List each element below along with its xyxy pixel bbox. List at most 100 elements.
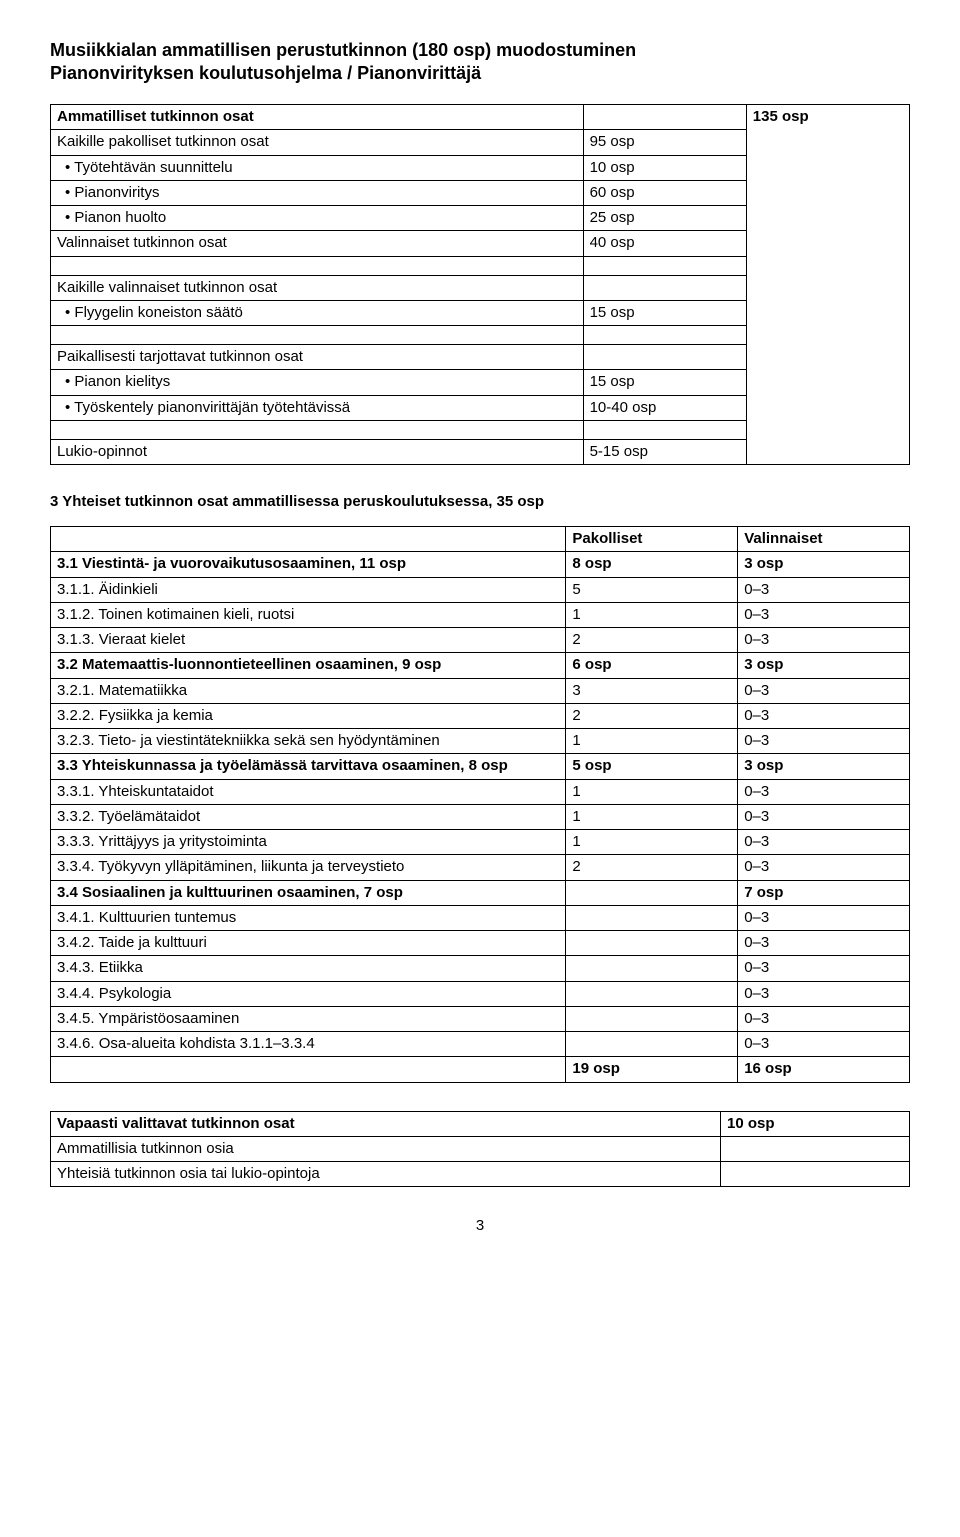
table-yhteiset: Pakolliset Valinnaiset 3.1 Viestintä- ja… <box>50 526 910 1083</box>
cell-value: 0–3 <box>738 678 910 703</box>
cell-value: 10 osp <box>583 155 746 180</box>
cell-label: 3.4 Sosiaalinen ja kulttuurinen osaamine… <box>51 880 566 905</box>
cell-value: 15 osp <box>583 370 746 395</box>
table-row: Ammatilliset tutkinnon osat 135 osp <box>51 105 910 130</box>
cell-value: 1 <box>566 729 738 754</box>
cell <box>51 326 584 345</box>
page-title-main: Musiikkialan ammatillisen perustutkinnon… <box>50 40 910 61</box>
cell-label: Flyygelin koneiston säätö <box>51 300 584 325</box>
table-row: 3.2.1. Matematiikka30–3 <box>51 678 910 703</box>
cell <box>51 527 566 552</box>
cell-label: 3.2.3. Tieto- ja viestintätekniikka sekä… <box>51 729 566 754</box>
cell-label: Yhteisiä tutkinnon osia tai lukio-opinto… <box>51 1162 721 1187</box>
cell-value: 0–3 <box>738 905 910 930</box>
cell-label: Kaikille pakolliset tutkinnon osat <box>51 130 584 155</box>
cell-label: 3.4.4. Psykologia <box>51 981 566 1006</box>
table-row: 3.1.3. Vieraat kielet20–3 <box>51 628 910 653</box>
table-row: 3.1 Viestintä- ja vuorovaikutusosaaminen… <box>51 552 910 577</box>
table-row: 3.2.2. Fysiikka ja kemia20–3 <box>51 703 910 728</box>
cell-value: 3 osp <box>738 754 910 779</box>
column-header: Pakolliset <box>566 527 738 552</box>
table-row: 3.1.1. Äidinkieli50–3 <box>51 577 910 602</box>
cell-value: 16 osp <box>738 1057 910 1082</box>
table-row: 3.2 Matemaattis-luonnontieteellinen osaa… <box>51 653 910 678</box>
cell-value: 1 <box>566 602 738 627</box>
cell <box>583 420 746 439</box>
cell-value: 8 osp <box>566 552 738 577</box>
cell-label: Pianon huolto <box>51 206 584 231</box>
cell-value: 60 osp <box>583 180 746 205</box>
cell <box>583 275 746 300</box>
cell-label: Pianonviritys <box>51 180 584 205</box>
section-heading: 3 Yhteiset tutkinnon osat ammatillisessa… <box>50 493 910 510</box>
cell-value: 0–3 <box>738 729 910 754</box>
cell-value: 0–3 <box>738 830 910 855</box>
column-header: Valinnaiset <box>738 527 910 552</box>
cell-label: 3.4.3. Etiikka <box>51 956 566 981</box>
table-row: 3.1.2. Toinen kotimainen kieli, ruotsi10… <box>51 602 910 627</box>
cell-value: 5-15 osp <box>583 439 746 464</box>
table-row: 3.4.1. Kulttuurien tuntemus 0–3 <box>51 905 910 930</box>
cell-label: 3.1.2. Toinen kotimainen kieli, ruotsi <box>51 602 566 627</box>
cell <box>583 326 746 345</box>
cell-value: 0–3 <box>738 855 910 880</box>
table-row: 3.3.2. Työelämätaidot10–3 <box>51 804 910 829</box>
cell-label: 3.4.5. Ympäristöosaaminen <box>51 1006 566 1031</box>
table-row: Ammatillisia tutkinnon osia <box>51 1136 910 1161</box>
cell <box>566 1032 738 1057</box>
cell-value: 10 osp <box>721 1111 910 1136</box>
cell-value: 5 osp <box>566 754 738 779</box>
cell-label: 3.3.4. Työkyvyn ylläpitäminen, liikunta … <box>51 855 566 880</box>
table-row: 3.3.1. Yhteiskuntataidot10–3 <box>51 779 910 804</box>
table-row: 3.4.6. Osa-alueita kohdista 3.1.1–3.3.40… <box>51 1032 910 1057</box>
cell-value: 3 osp <box>738 552 910 577</box>
cell <box>583 256 746 275</box>
cell-value: 10-40 osp <box>583 395 746 420</box>
cell-value: 0–3 <box>738 628 910 653</box>
table-row: 3.3 Yhteiskunnassa ja työelämässä tarvit… <box>51 754 910 779</box>
cell-value: 2 <box>566 628 738 653</box>
cell <box>721 1136 910 1161</box>
cell-value: 6 osp <box>566 653 738 678</box>
table-row: 19 osp 16 osp <box>51 1057 910 1082</box>
cell-value: 1 <box>566 804 738 829</box>
cell-value: 25 osp <box>583 206 746 231</box>
cell-value: 7 osp <box>738 880 910 905</box>
cell-label: 3.2 Matemaattis-luonnontieteellinen osaa… <box>51 653 566 678</box>
cell <box>51 256 584 275</box>
cell <box>51 420 584 439</box>
cell <box>583 105 746 130</box>
cell-value: 0–3 <box>738 1032 910 1057</box>
table-row: 3.4.4. Psykologia0–3 <box>51 981 910 1006</box>
page-title-sub: Pianonvirityksen koulutusohjelma / Piano… <box>50 63 910 84</box>
cell-label: Ammatillisia tutkinnon osia <box>51 1136 721 1161</box>
table-row: 3.4.2. Taide ja kulttuuri0–3 <box>51 931 910 956</box>
cell-label: 3.1.1. Äidinkieli <box>51 577 566 602</box>
cell-value: 0–3 <box>738 602 910 627</box>
cell-value: 2 <box>566 855 738 880</box>
cell-value: 19 osp <box>566 1057 738 1082</box>
cell <box>566 1006 738 1031</box>
cell-value: 0–3 <box>738 779 910 804</box>
cell-label: Työskentely pianonvirittäjän työtehtävis… <box>51 395 584 420</box>
cell <box>51 1057 566 1082</box>
cell-value: 15 osp <box>583 300 746 325</box>
cell-value: 135 osp <box>746 105 909 465</box>
cell-label: 3.3 Yhteiskunnassa ja työelämässä tarvit… <box>51 754 566 779</box>
cell-label: 3.1 Viestintä- ja vuorovaikutusosaaminen… <box>51 552 566 577</box>
cell-value: 1 <box>566 830 738 855</box>
table-row: 3.3.3. Yrittäjyys ja yritystoiminta10–3 <box>51 830 910 855</box>
cell-value: 0–3 <box>738 804 910 829</box>
table-row: Yhteisiä tutkinnon osia tai lukio-opinto… <box>51 1162 910 1187</box>
cell-value: 0–3 <box>738 931 910 956</box>
page-number: 3 <box>50 1217 910 1234</box>
cell <box>721 1162 910 1187</box>
table-row: 3.4 Sosiaalinen ja kulttuurinen osaamine… <box>51 880 910 905</box>
cell <box>566 981 738 1006</box>
cell-value: 3 osp <box>738 653 910 678</box>
table-ammatilliset: Ammatilliset tutkinnon osat 135 osp Kaik… <box>50 104 910 465</box>
cell <box>566 905 738 930</box>
cell-value: 0–3 <box>738 1006 910 1031</box>
cell-label: 3.3.1. Yhteiskuntataidot <box>51 779 566 804</box>
cell-label: 3.4.1. Kulttuurien tuntemus <box>51 905 566 930</box>
